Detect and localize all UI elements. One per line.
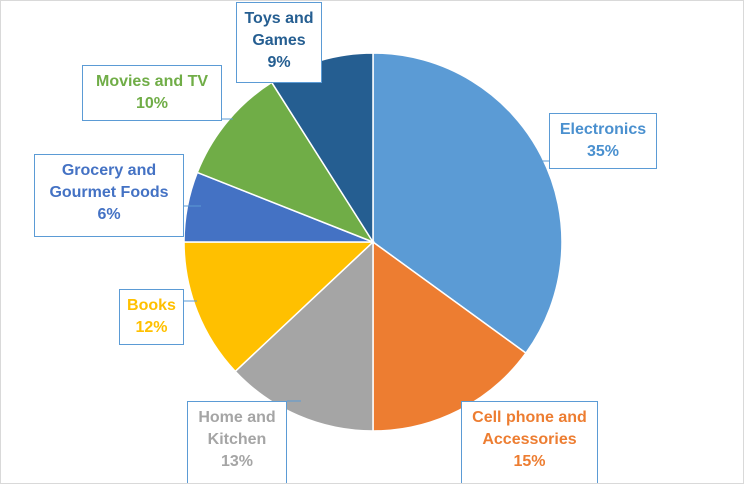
data-label-category-line: Grocery and (61, 162, 157, 179)
data-label-category-line: Games (252, 32, 306, 49)
data-label-percent: 13% (220, 453, 254, 470)
data-label-cell-phone-and-accessories: Cell phone and Accessories 15% (461, 401, 598, 483)
data-label-category-line: Movies and TV (95, 73, 209, 90)
data-label-home-and-kitchen: Home and Kitchen 13% (187, 401, 287, 483)
data-label-category-line: Accessories (482, 431, 577, 448)
data-label-percent: 10% (135, 95, 169, 112)
data-label-percent: 6% (97, 206, 121, 223)
data-label-category-line: Home and (198, 409, 276, 426)
data-label-percent: 9% (267, 54, 291, 71)
data-label-movies-and-tv: Movies and TV 10% (82, 65, 222, 121)
data-label-category-line: Electronics (559, 121, 647, 138)
data-label-category-line: Books (127, 297, 176, 314)
data-label-percent: 12% (135, 319, 168, 336)
data-label-percent: 35% (586, 143, 620, 160)
pie-slice-home-and-kitchen (234, 240, 374, 432)
data-label-category-line: Toys and (244, 10, 314, 27)
pie-slice-electronics (372, 52, 563, 355)
data-label-category-line: Gourmet Foods (49, 184, 169, 201)
pie-slice-books (183, 241, 375, 373)
data-label-percent: 15% (513, 453, 546, 470)
data-label-toys-and-games: Toys and Games 9% (236, 2, 322, 83)
data-label-category-line: Kitchen (207, 431, 267, 448)
pie-slice-cell-phone-and-accessories (372, 240, 527, 432)
data-label-electronics: Electronics 35% (549, 113, 657, 169)
data-label-category-line: Cell phone and (472, 409, 587, 426)
data-label-books: Books 12% (119, 289, 184, 345)
pie-slices (183, 52, 563, 432)
pie-slice-movies-and-tv (196, 81, 375, 244)
data-label-grocery-and-gourmet-foods: Grocery and Gourmet Foods 6% (34, 154, 184, 237)
